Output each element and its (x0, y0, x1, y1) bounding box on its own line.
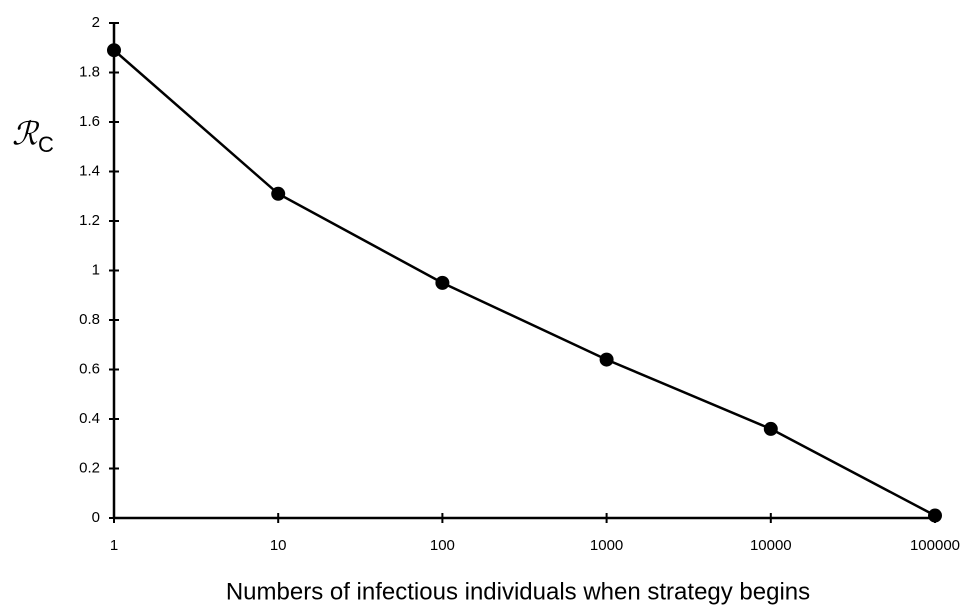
y-axis-label-subscript: C (38, 132, 54, 157)
y-tick-label: 1.8 (79, 63, 100, 80)
y-tick-label: 0.2 (79, 459, 100, 476)
x-tick-label: 100 (430, 537, 455, 554)
y-tick-label: 1.6 (79, 113, 100, 130)
x-tick-label: 10000 (750, 537, 792, 554)
data-point (271, 186, 286, 201)
y-axis-label: ℛ (12, 115, 40, 153)
x-tick-label: 10 (270, 537, 287, 554)
x-tick-label: 1000 (590, 537, 623, 554)
data-point (107, 43, 121, 58)
x-tick-label: 100000 (910, 537, 960, 554)
data-point (928, 508, 942, 523)
y-tick-label: 0.6 (79, 360, 100, 377)
y-tick-label: 1 (92, 261, 100, 278)
data-point (763, 421, 778, 436)
data-point (435, 275, 450, 290)
x-tick-label: 1 (110, 537, 118, 554)
x-axis-label: Numbers of infectious individuals when s… (226, 578, 810, 605)
y-tick-label: 2 (92, 14, 100, 31)
y-tick-label: 1.2 (79, 212, 100, 229)
y-tick-label: 0 (92, 509, 100, 526)
y-tick-label: 1.4 (79, 162, 100, 179)
data-line (113, 49, 936, 517)
data-point (599, 352, 614, 367)
y-tick-label: 0.8 (79, 311, 100, 328)
y-tick-label: 0.4 (79, 410, 100, 427)
